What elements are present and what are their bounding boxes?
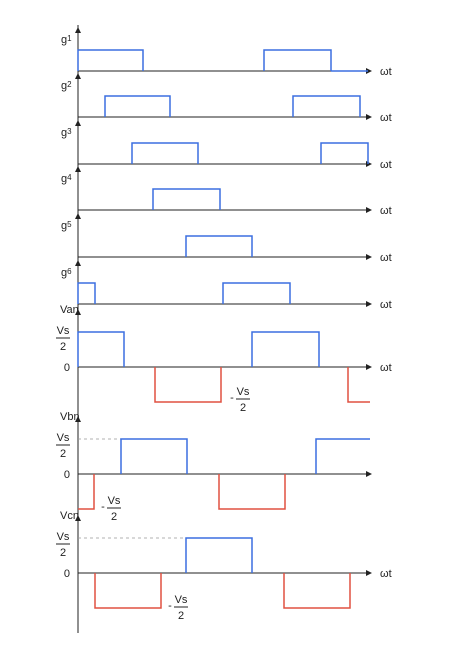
gate-g6-up-arrow	[75, 260, 81, 266]
gate-g1-pulse	[77, 49, 144, 71]
phase-vcn-omega-t-label: ωt	[380, 568, 392, 580]
gate-g1-up-arrow	[75, 27, 81, 33]
phase-van-up-arrow	[75, 309, 81, 315]
phase-vcn-zero-label: 0	[64, 568, 70, 580]
phase-vcn-neg-pulse	[94, 573, 162, 609]
gate-g1-pulse	[263, 49, 332, 71]
phase-vbn-neg-sign: -	[101, 501, 105, 513]
gate-g5-axis-arrow	[366, 254, 372, 260]
phase-van-pos-pulse	[77, 331, 125, 367]
gate-g5-up-arrow	[75, 213, 81, 219]
phase-van-top-label-num: Vs	[57, 325, 70, 337]
phase-vbn-top-label-den: 2	[60, 448, 66, 460]
phase-vcn-pos-pulse	[185, 537, 253, 573]
phase-vcn-axis-arrow	[366, 570, 372, 576]
gate-g2-label: g2	[61, 80, 72, 92]
gate-g2-axis-arrow	[366, 114, 372, 120]
gate-g3-axis-arrow	[366, 161, 372, 167]
gate-g3-pulse	[320, 142, 369, 164]
phase-vbn-label: Vbn	[60, 411, 80, 423]
phase-van-pos-pulse	[251, 331, 320, 367]
gate-g3-pulse	[131, 142, 199, 164]
phase-vbn-top-label-num: Vs	[57, 432, 70, 444]
gate-g5-pulse	[185, 235, 253, 257]
phase-vcn-top-label-num: Vs	[57, 531, 70, 543]
phase-van-axis-arrow	[366, 364, 372, 370]
gate-g2-omega-t-label: ωt	[380, 112, 392, 124]
phase-van-neg-pulse	[154, 367, 222, 403]
phase-van-omega-t-label: ωt	[380, 362, 392, 374]
phase-van-neg-pulse	[347, 367, 370, 403]
phase-van-neg-sign: -	[230, 392, 234, 404]
gate-g4-up-arrow	[75, 166, 81, 172]
phase-van-neg-label-den: 2	[240, 402, 246, 414]
phase-vbn-neg-pulse	[218, 474, 286, 510]
phase-van-neg-label-num: Vs	[237, 386, 250, 398]
phase-vbn-neg-pulse	[78, 474, 95, 510]
gate-g2-pulse	[292, 95, 361, 117]
gate-g4-omega-t-label: ωt	[380, 205, 392, 217]
gate-g6-pulse	[222, 282, 291, 304]
gate-g3-up-arrow	[75, 120, 81, 126]
phase-vcn-neg-label-num: Vs	[175, 594, 188, 606]
phase-van-label: Van	[60, 304, 79, 316]
phase-vcn-neg-label-den: 2	[178, 610, 184, 622]
phase-vcn-label: Vcn	[60, 510, 79, 522]
gate-g5-label: g5	[61, 220, 72, 232]
phase-vbn-neg-label-den: 2	[111, 511, 117, 523]
gate-g6-omega-t-label: ωt	[380, 299, 392, 311]
phase-vbn-neg-label-num: Vs	[108, 495, 121, 507]
phase-vbn-up-arrow	[75, 416, 81, 422]
phase-vbn-axis-arrow	[366, 471, 372, 477]
gate-g2-up-arrow	[75, 73, 81, 79]
phase-vbn-pos-pulse	[120, 438, 188, 474]
gate-g6-pulse	[77, 282, 96, 304]
gate-g2-pulse	[104, 95, 171, 117]
gate-g4-label: g4	[61, 173, 72, 185]
phase-vcn-top-label-den: 2	[60, 547, 66, 559]
gate-g6-axis-arrow	[366, 301, 372, 307]
phase-vcn-neg-sign: -	[168, 600, 172, 612]
phase-vcn-up-arrow	[75, 515, 81, 521]
gate-g1-label: g1	[61, 34, 72, 46]
phase-van-top-label-den: 2	[60, 341, 66, 353]
phase-vbn-pos-pulse	[315, 438, 370, 474]
gate-g5-omega-t-label: ωt	[380, 252, 392, 264]
gate-g4-pulse	[152, 188, 221, 210]
phase-van-zero-label: 0	[64, 362, 70, 374]
gate-g1-omega-t-label: ωt	[380, 66, 392, 78]
gate-g3-label: g3	[61, 127, 72, 139]
gate-g3-omega-t-label: ωt	[380, 159, 392, 171]
gate-g1-axis-arrow	[366, 68, 372, 74]
gate-g4-axis-arrow	[366, 207, 372, 213]
phase-vcn-neg-pulse	[283, 573, 351, 609]
phase-vbn-zero-label: 0	[64, 469, 70, 481]
gate-g6-label: g6	[61, 267, 72, 279]
